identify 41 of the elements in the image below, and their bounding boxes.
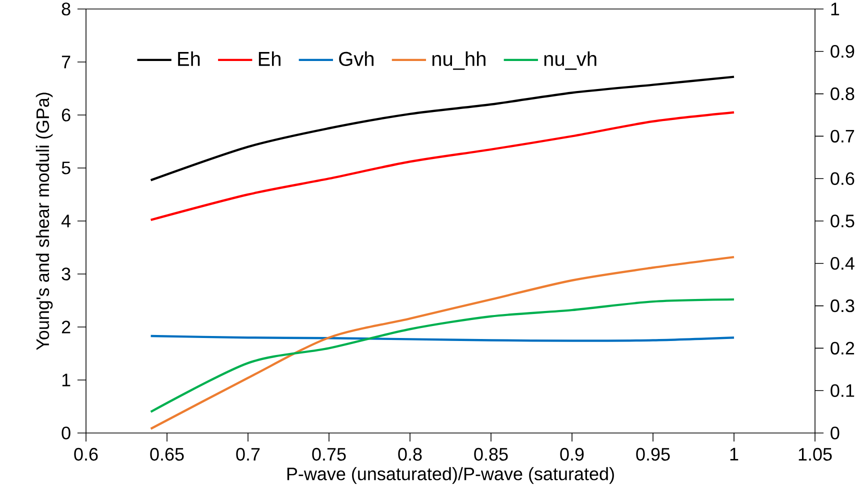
y2-tick-label: 0.2 [830,342,854,355]
y2-tick-label: 0.4 [830,257,854,270]
x-tick-label: 1 [730,448,738,460]
legend-label: Eh [258,51,280,66]
y-tick-label: 3 [62,268,70,280]
y2-tick-label: 0 [830,426,840,440]
line-series [150,111,736,222]
y-tick-label: 1 [62,374,70,386]
legend-label: Gvh [339,51,374,66]
legend-label: nu_vh [544,51,596,70]
y-tick-label: 6 [62,108,70,122]
y-tick-label: 7 [62,56,70,68]
x-tick-label: 0.85 [474,448,508,461]
y2-tick-label: 0.5 [830,214,854,228]
x-tick-label: 0.7 [236,448,260,461]
y-tick-label: 2 [62,320,70,334]
y2-tick-label: 0.8 [830,87,854,100]
y2-tick-label: 0.1 [830,384,854,397]
x-tick-label: 0.95 [636,448,670,461]
y-axis-title: Young's and shear moduli (GPa) [36,92,53,350]
y-tick-label: 4 [61,214,71,228]
x-tick-label: 1.05 [798,448,832,461]
legend-label: nu_hh [432,51,486,70]
x-tick-label: 0.75 [312,448,346,461]
y-tick-label: 5 [62,162,70,174]
line-series [150,256,736,430]
y2-tick-label: 0.9 [830,45,854,58]
y-tick-label: 0 [62,426,70,440]
y2-tick-label: 1 [831,2,840,16]
y2-tick-label: 0.7 [830,130,854,143]
y-tick-label: 8 [62,2,70,16]
x-tick-label: 0.8 [398,448,422,461]
line-series [150,298,736,413]
y2-tick-label: 0.3 [830,299,854,312]
x-tick-label: 0.6 [74,448,98,461]
legend-label: Eh [178,51,200,66]
x-axis-title: P-wave (unsaturated)/P-wave (saturated) [287,467,614,484]
x-tick-label: 0.9 [560,448,584,461]
y2-tick-label: 0.6 [830,172,854,185]
x-tick-label: 0.65 [150,448,184,461]
line-series [150,76,736,182]
